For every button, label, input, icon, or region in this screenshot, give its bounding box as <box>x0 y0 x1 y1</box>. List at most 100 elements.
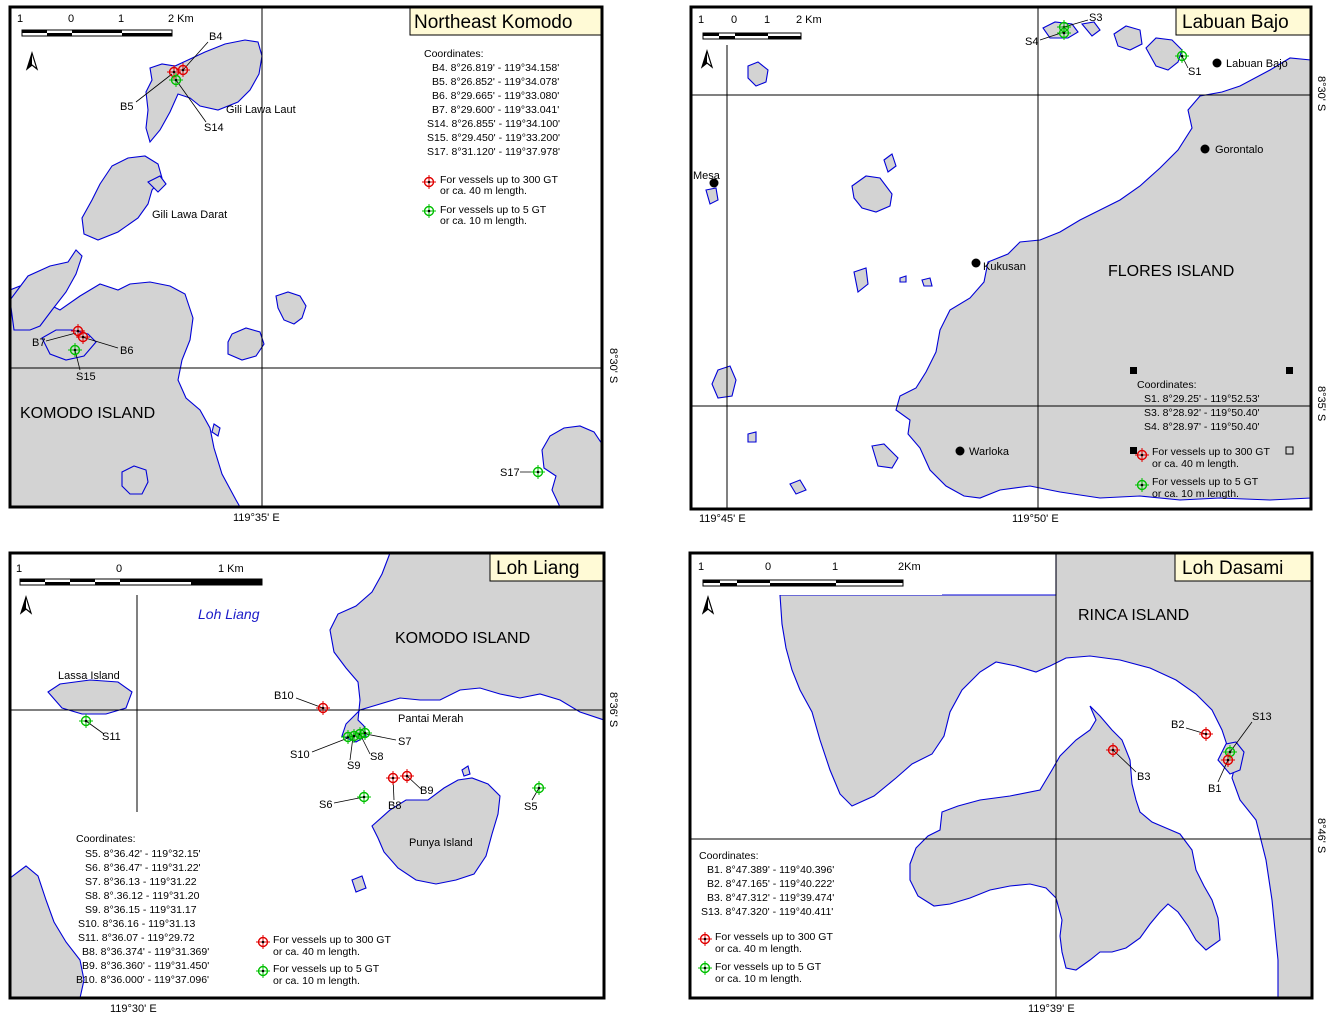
panel-northeast-komodo: 1 0 1 2 Km Northeast Komodo Gili Lawa La… <box>8 5 619 524</box>
legend-green-line2: or ca. 10 m length. <box>273 975 360 987</box>
place-flores-island: FLORES ISLAND <box>1108 263 1234 280</box>
point-s5: S5 <box>524 801 537 813</box>
red-mooring-marker-icon[interactable] <box>315 700 331 716</box>
p4-scale-1b: 1 <box>832 561 838 573</box>
point-b8: B8 <box>388 800 401 812</box>
coord-row: B10. 8°36.000' - 119°37.096' <box>76 974 209 986</box>
legend-red-line1: For vessels up to 300 GT <box>715 931 833 943</box>
green-mooring-marker-icon[interactable] <box>530 464 546 480</box>
green-mooring-marker-icon[interactable] <box>78 713 94 729</box>
green-mooring-marker-icon <box>255 963 271 979</box>
coords-heading: Coordinates: <box>699 850 759 862</box>
p3-scale-1km: 1 Km <box>218 563 244 575</box>
green-mooring-marker-icon[interactable] <box>356 789 372 805</box>
place-komodo-island: KOMODO ISLAND <box>395 630 530 647</box>
place-punya-island: Punya Island <box>409 837 473 849</box>
place-komodo-island: KOMODO ISLAND <box>20 405 155 422</box>
legend-green-line2: or ca. 10 m length. <box>1152 488 1239 500</box>
p3-scale-bar: 1 0 1 Km <box>16 563 263 586</box>
village-dot-icon <box>709 58 1222 456</box>
p4-lon-label: 119°39' E <box>1028 1003 1075 1015</box>
place-rinca-island: RINCA ISLAND <box>1078 607 1189 624</box>
north-arrow-icon <box>701 50 713 68</box>
coord-row: S3. 8°28.92' - 119°50.40' <box>1144 407 1260 419</box>
p2-legend: For vessels up to 300 GT or ca. 40 m len… <box>1134 446 1270 500</box>
point-s11: S11 <box>102 731 121 743</box>
point-s9: S9 <box>347 760 360 772</box>
p3-legend: For vessels up to 300 GT or ca. 40 m len… <box>255 934 391 987</box>
north-arrow-icon <box>26 52 38 70</box>
red-mooring-marker-icon[interactable] <box>1198 726 1214 742</box>
coord-row: B1. 8°47.389' - 119°40.396' <box>707 864 834 876</box>
p1-lat-label: 8°30' S <box>607 348 619 383</box>
p2-scale-2km: 2 Km <box>796 14 822 26</box>
north-arrow-icon <box>702 596 714 614</box>
coord-row: B6. 8°29.665' - 119°33.080' <box>432 90 559 102</box>
coord-row: S10. 8°36.16 - 119°31.13 <box>78 918 196 930</box>
coord-row: S14. 8°26.855' - 119°34.100' <box>427 118 560 130</box>
p3-land <box>10 553 604 998</box>
place-gili-lawa-laut: Gili Lawa Laut <box>226 104 296 116</box>
point-b4: B4 <box>209 31 222 43</box>
point-b5: B5 <box>120 101 133 113</box>
p4-coordinates-box: Coordinates: B1. 8°47.389' - 119°40.396'… <box>699 850 834 918</box>
place-kukusan: Kukusan <box>983 261 1026 273</box>
p1-scale-bar: 1 0 1 2 Km <box>17 13 194 37</box>
point-s4: S4 <box>1025 36 1038 48</box>
coords-heading: Coordinates: <box>1137 379 1197 391</box>
coord-row: S15. 8°29.450' - 119°33.200' <box>427 132 560 144</box>
coord-row: S17. 8°31.120' - 119°37.978' <box>427 146 560 158</box>
coords-heading: Coordinates: <box>424 48 484 60</box>
p4-legend: For vessels up to 300 GT or ca. 40 m len… <box>697 931 833 985</box>
legend-green-line1: For vessels up to 5 GT <box>273 963 380 975</box>
place-gili-lawa-darat: Gili Lawa Darat <box>152 209 227 221</box>
point-b2: B2 <box>1171 719 1184 731</box>
legend-green-line1: For vessels up to 5 GT <box>715 961 822 973</box>
p1-land <box>10 39 602 507</box>
legend-green-line1: For vessels up to 5 GT <box>440 204 547 216</box>
p1-scale-2km: 2 Km <box>168 13 194 25</box>
p3-lon-label: 119°30' E <box>110 1003 157 1015</box>
p2-title: Labuan Bajo <box>1182 12 1289 33</box>
green-mooring-marker-icon <box>421 203 437 219</box>
p4-scale-bar: 1 0 1 2Km <box>698 561 921 587</box>
place-loh-liang: Loh Liang <box>198 606 260 622</box>
p3-scale-0: 0 <box>116 563 122 575</box>
p4-scale-2km: 2Km <box>898 561 921 573</box>
place-labuan-bajo: Labuan Bajo <box>1226 58 1288 70</box>
place-mesa: Mesa <box>693 170 721 182</box>
coords-heading: Coordinates: <box>76 833 136 845</box>
p1-scale-1b: 1 <box>118 13 124 25</box>
coord-row: B4. 8°26.819' - 119°34.158' <box>432 62 559 74</box>
coord-row: B9. 8°36.360' - 119°31.450' <box>82 960 209 972</box>
p2-scale-1a: 1 <box>698 14 704 26</box>
panel-labuan-bajo: 1 0 1 2 Km Labuan Bajo Labuan Bajo Goron… <box>689 5 1327 525</box>
coord-row: S5. 8°36.42' - 119°32.15' <box>85 848 201 860</box>
green-mooring-marker-icon[interactable] <box>531 780 547 796</box>
p3-scale-1a: 1 <box>16 563 22 575</box>
panel-loh-dasami: 1 0 1 2Km Loh Dasami RINCA ISLAND B2 S13… <box>688 551 1327 1015</box>
p1-coordinates-box: Coordinates: B4. 8°26.819' - 119°34.158'… <box>424 48 560 158</box>
coord-row: B3. 8°47.312' - 119°39.474' <box>707 892 834 904</box>
point-s8: S8 <box>370 751 383 763</box>
p4-land <box>779 553 1312 998</box>
red-mooring-marker-icon[interactable] <box>385 770 401 786</box>
legend-red-line1: For vessels up to 300 GT <box>273 934 391 946</box>
p1-lon-label: 119°35' E <box>233 512 280 524</box>
p2-lat-label-2: 8°35' S <box>1315 386 1327 421</box>
point-b9: B9 <box>420 785 433 797</box>
point-s6: S6 <box>319 799 332 811</box>
coord-row: S7. 8°36.13 - 119°31.22 <box>85 876 197 888</box>
legend-red-line2: or ca. 40 m length. <box>440 185 527 197</box>
place-gorontalo: Gorontalo <box>1215 144 1263 156</box>
point-b1: B1 <box>1208 783 1221 795</box>
red-mooring-marker-icon <box>697 931 713 947</box>
legend-red-line1: For vessels up to 300 GT <box>440 174 558 186</box>
point-s17: S17 <box>500 467 520 479</box>
point-s15: S15 <box>76 371 96 383</box>
p3-title: Loh Liang <box>496 558 579 579</box>
point-b10: B10 <box>274 690 294 702</box>
legend-red-line2: or ca. 40 m length. <box>273 946 360 958</box>
coord-row: B7. 8°29.600' - 119°33.041' <box>432 104 559 116</box>
point-s14: S14 <box>204 122 224 134</box>
